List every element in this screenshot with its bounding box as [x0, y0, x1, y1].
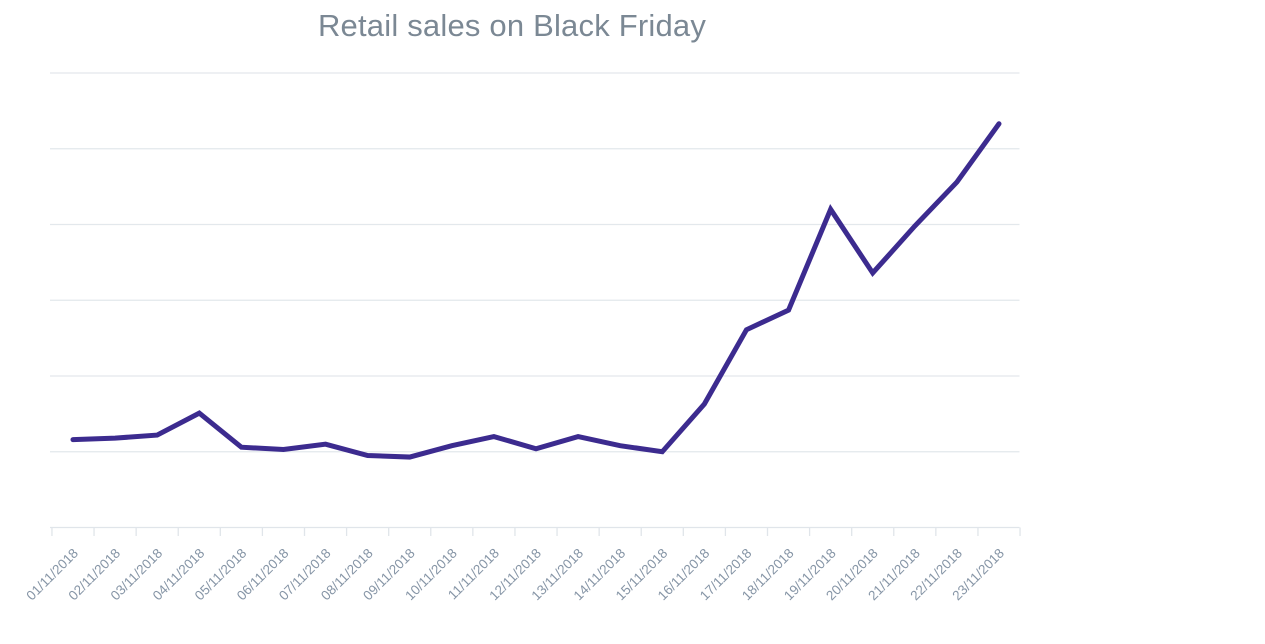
chart-title: Retail sales on Black Friday: [317, 8, 707, 43]
sales-line-series: [70, 121, 1002, 460]
